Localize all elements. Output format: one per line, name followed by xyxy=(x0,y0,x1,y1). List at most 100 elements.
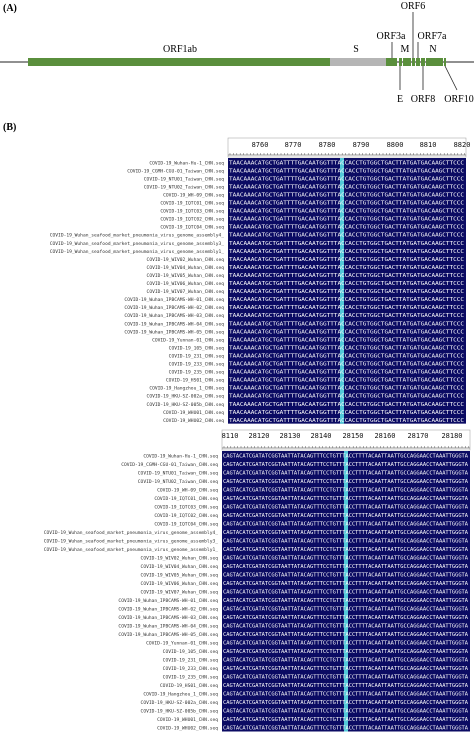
sequence-name: COVID-19_Wuhan_seafood_market_pneumonia_… xyxy=(44,530,218,536)
sequence-name: COVID-19_WIV07_Wuhan_CHN.seq xyxy=(141,590,219,596)
sequence: CAGTACATCGATATCGGTAATTATACAGTTTCCTGTTTAC… xyxy=(223,649,468,655)
gene-label: ORF10 xyxy=(444,94,473,105)
sequence-name: COVID-19_233_CHN.seq xyxy=(163,666,219,672)
sequence: CAGTACATCGATATCGGTAATTATACAGTTTCCTGTTTAC… xyxy=(223,700,468,706)
ruler-label: 8110 xyxy=(222,432,239,440)
leader-lines xyxy=(391,12,458,91)
gene-orf8 xyxy=(421,58,425,66)
sequence-name: COVID-19_WIV06_Wuhan_CHN.seq xyxy=(147,281,225,287)
sequence-name: COVID-19_Wuhan_seafood_market_pneumonia_… xyxy=(44,547,218,553)
sequence: CAGTACATCGATATCGGTAATTATACAGTTTCCTGTTTAC… xyxy=(223,632,468,638)
gene-label: N xyxy=(429,44,436,55)
sequence: TAACAAACATGCTGATTTTGACAATGGTTTACCACCTGTG… xyxy=(229,329,464,335)
sequence-name: COVID-19_NTU01_Taiwan_CHN.seq xyxy=(138,471,218,477)
sequence-name: COVID-19_Wuhan_IPBCAMS-WH-01_CHN.seq xyxy=(118,598,218,604)
sequence-name: COVID-19_NTU01_Taiwan_CHN.seq xyxy=(144,176,224,182)
gene-label: ORF8 xyxy=(411,94,435,105)
sequence-name: COVID-19_WHU02_CHN.seq xyxy=(157,726,218,732)
sequence-name: COVID-19_231_CHN.seq xyxy=(169,353,225,359)
sequence-name: COVID-19_WH-09_CHN.seq xyxy=(157,488,218,494)
snp-column xyxy=(344,451,348,732)
ruler-label: 8770 xyxy=(285,141,302,149)
sequence-name: COVID-19_IQTC01_CHN.seq xyxy=(154,496,218,502)
sequence-name: COVID-19_Hangzhou_1_CHN.seq xyxy=(143,692,218,698)
sequence-name: COVID-19_Wuhan_seafood_market_pneumonia_… xyxy=(50,249,224,255)
sequence: CAGTACATCGATATCGGTAATTATACAGTTTCCTGTTTAC… xyxy=(223,564,468,570)
sequence: TAACAAACATGCTGATTTTGACAATGGTTTACCACCTGTG… xyxy=(229,217,464,223)
sequence-name: COVID-19_Wuhan_IPBCAMS-WH-05_CHN.seq xyxy=(118,632,218,638)
sequence-name: COVID-19_105_CHN.seq xyxy=(169,345,225,351)
sequence: TAACAAACATGCTGATTTTGACAATGGTTTACCACCTGTG… xyxy=(229,370,464,376)
sequence-name: COVID-19_Wuhan_IPBCAMS-WH-05_CHN.seq xyxy=(124,329,224,335)
sequence: TAACAAACATGCTGATTTTGACAATGGTTTACCACCTGTG… xyxy=(229,209,464,215)
ruler-label: 8810 xyxy=(420,141,437,149)
sequence-name: COVID-19_Wuhan_IPBCAMS-WH-03_CHN.seq xyxy=(124,313,224,319)
snp-column xyxy=(340,158,344,424)
panel-label: (B) xyxy=(3,122,16,133)
sequence: TAACAAACATGCTGATTTTGACAATGGTTTACCACCTGTG… xyxy=(229,337,464,343)
gene-m xyxy=(403,58,411,66)
sequence: CAGTACATCGATATCGGTAATTATACAGTTTCCTGTTTAC… xyxy=(223,454,468,460)
sequence: TAACAAACATGCTGATTTTGACAATGGTTTACCACCTGTG… xyxy=(229,249,464,255)
sequence-name: COVID-19_WIV07_Wuhan_CHN.seq xyxy=(147,289,225,295)
sequence-name: COVID-19_WHU01_CHN.seq xyxy=(157,717,218,723)
sequence: CAGTACATCGATATCGGTAATTATACAGTTTCCTGTTTAC… xyxy=(223,581,468,587)
gene-label: M xyxy=(401,44,410,55)
sequence: TAACAAACATGCTGATTTTGACAATGGTTTACCACCTGTG… xyxy=(229,297,464,303)
sequence-name: COVID-19_Yunnan-01_CHN.seq xyxy=(152,337,224,343)
sequence-name: COVID-19_HKU-SZ-005b_CHN.seq xyxy=(141,709,219,715)
sequence-name: COVID-19_Wuhan-Hu-1_CHN.seq xyxy=(149,160,224,166)
gene-label: E xyxy=(397,94,403,105)
sequence: CAGTACATCGATATCGGTAATTATACAGTTTCCTGTTTAC… xyxy=(223,505,468,511)
sequence-name: COVID-19_NTU02_Taiwan_CHN.seq xyxy=(144,184,224,190)
sequence-name: COVID-19_Wuhan_IPBCAMS-WH-04_CHN.seq xyxy=(118,624,218,630)
sequence: CAGTACATCGATATCGGTAATTATACAGTTTCCTGTTTAC… xyxy=(223,683,468,689)
sequence-name: COVID-19_WIV06_Wuhan_CHN.seq xyxy=(141,581,219,587)
sequence: TAACAAACATGCTGATTTTGACAATGGTTTACCACCTGTG… xyxy=(229,353,464,359)
gene-orf3a xyxy=(386,58,397,66)
sequence: CAGTACATCGATATCGGTAATTATACAGTTTCCTGTTTAC… xyxy=(223,556,468,562)
gene-label: ORF6 xyxy=(401,1,425,12)
sequence-name: COVID-19_Wuhan-Hu-1_CHN.seq xyxy=(143,454,218,460)
sequence: TAACAAACATGCTGATTTTGACAATGGTTTACCACCTGTG… xyxy=(229,201,464,207)
sequence: CAGTACATCGATATCGGTAATTATACAGTTTCCTGTTTAC… xyxy=(223,573,468,579)
sequence-name: COVID-19_WIV02_Wuhan_CHN.seq xyxy=(147,257,225,263)
sequence: TAACAAACATGCTGATTTTGACAATGGTTTACCACCTGTG… xyxy=(229,273,464,279)
sequence-name: COVID-19_IQTC04_CHN.seq xyxy=(154,522,218,528)
sequence: TAACAAACATGCTGATTTTGACAATGGTTTACCACCTGTG… xyxy=(229,321,464,327)
sequence-name: COVID-19_Wuhan_seafood_market_pneumonia_… xyxy=(50,233,224,239)
sequence-name: COVID-19_235_CHN.seq xyxy=(169,370,225,376)
sequence-name: COVID-19_Wuhan_IPBCAMS-WH-02_CHN.seq xyxy=(118,607,218,613)
sequence-name: COVID-19_WH-09_CHN.seq xyxy=(163,192,224,198)
gene-label: S xyxy=(353,44,359,55)
gene-label: ORF1ab xyxy=(163,44,197,55)
ruler-label: 28120 xyxy=(248,432,269,440)
sequence-name: COVID-19_WIV04_Wuhan_CHN.seq xyxy=(141,564,219,570)
sequence: CAGTACATCGATATCGGTAATTATACAGTTTCCTGTTTAC… xyxy=(223,641,468,647)
sequence-name: COVID-19_IQTC03_CHN.seq xyxy=(160,209,224,215)
gene-e xyxy=(399,58,402,66)
gene-orf1ab xyxy=(28,58,330,66)
sequence-name: COVID-19_HS01_CHN.seq xyxy=(160,683,218,689)
sequence: CAGTACATCGATATCGGTAATTATACAGTTTCCTGTTTAC… xyxy=(223,607,468,613)
sequence-name: COVID-19_Wuhan_IPBCAMS-WH-04_CHN.seq xyxy=(124,321,224,327)
sequence-name: COVID-19_HKU-SZ-002a_CHN.seq xyxy=(147,394,225,400)
sequence: CAGTACATCGATATCGGTAATTATACAGTTTCCTGTTTAC… xyxy=(223,471,468,477)
sequence: TAACAAACATGCTGATTTTGACAATGGTTTACCACCTGTG… xyxy=(229,345,464,351)
sequence-name: COVID-19_Wuhan_IPBCAMS-WH-03_CHN.seq xyxy=(118,615,218,621)
sequence-name: COVID-19_HS01_CHN.seq xyxy=(166,378,224,384)
ruler-label: 8760 xyxy=(252,141,269,149)
sequence: CAGTACATCGATATCGGTAATTATACAGTTTCCTGTTTAC… xyxy=(223,615,468,621)
sequence: CAGTACATCGATATCGGTAATTATACAGTTTCCTGTTTAC… xyxy=(223,658,468,664)
ruler-label: 8800 xyxy=(387,141,404,149)
ruler-label: 28170 xyxy=(407,432,428,440)
sequence: TAACAAACATGCTGATTTTGACAATGGTTTACCACCTGTG… xyxy=(229,225,464,231)
sequence-name: COVID-19_WHU02_CHN.seq xyxy=(163,418,224,424)
sequence: CAGTACATCGATATCGGTAATTATACAGTTTCCTGTTTAC… xyxy=(223,709,468,715)
sequence-name: COVID-19_Wuhan_IPBCAMS-WH-01_CHN.seq xyxy=(124,297,224,303)
sequence-name: COVID-19_Wuhan_seafood_market_pneumonia_… xyxy=(44,539,218,545)
sequence: TAACAAACATGCTGATTTTGACAATGGTTTACCACCTGTG… xyxy=(229,313,464,319)
sequence-name: COVID-19_NTU02_Taiwan_CHN.seq xyxy=(138,479,218,485)
sequence-name: COVID-19_105_CHN.seq xyxy=(163,649,219,655)
ruler-box xyxy=(221,429,471,451)
